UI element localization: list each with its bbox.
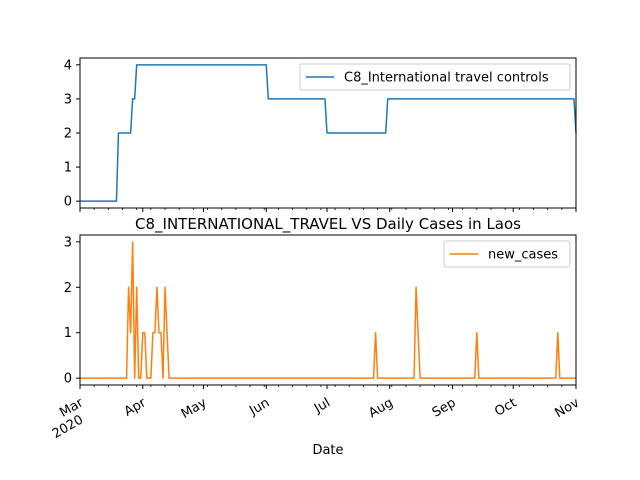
y-tick-label: 1 xyxy=(64,326,72,341)
series-line-new-cases xyxy=(80,241,576,379)
legend-entry-new-cases: new_cases xyxy=(488,248,558,263)
subplot-travel-controls: 0 1 2 3 4 C8_International travel controls xyxy=(64,57,577,212)
x-tick-label: Jul xyxy=(311,395,333,416)
y-tick-label: 3 xyxy=(64,235,72,250)
legend-entry-travel-controls: C8_International travel controls xyxy=(344,71,549,86)
axes-frame-travel-controls xyxy=(79,57,577,209)
y-tick-label: 3 xyxy=(64,92,72,107)
y-tick-label: 1 xyxy=(64,161,72,176)
legend-box xyxy=(299,63,571,91)
subplot-daily-cases: C8_INTERNATIONAL_TRAVEL VS Daily Cases i… xyxy=(50,215,582,458)
plot-area-daily-cases xyxy=(80,241,576,379)
x-axis-label: Date xyxy=(312,443,343,458)
axes-frame-daily-cases xyxy=(79,234,577,386)
legend-daily-cases: new_cases xyxy=(443,240,571,268)
y-tick-label: 2 xyxy=(64,127,72,142)
y-tick-label: 0 xyxy=(64,372,72,387)
series-line-c8-international-travel-controls xyxy=(80,64,577,202)
legend-travel-controls: C8_International travel controls xyxy=(299,63,571,91)
plot-area-travel-controls xyxy=(80,64,577,202)
legend-box xyxy=(443,240,571,268)
chart-title: C8_INTERNATIONAL_TRAVEL VS Daily Cases i… xyxy=(135,215,521,234)
y-tick-label: 0 xyxy=(64,195,72,210)
y-tick-label: 4 xyxy=(64,58,72,73)
y-tick-label: 2 xyxy=(64,281,72,296)
